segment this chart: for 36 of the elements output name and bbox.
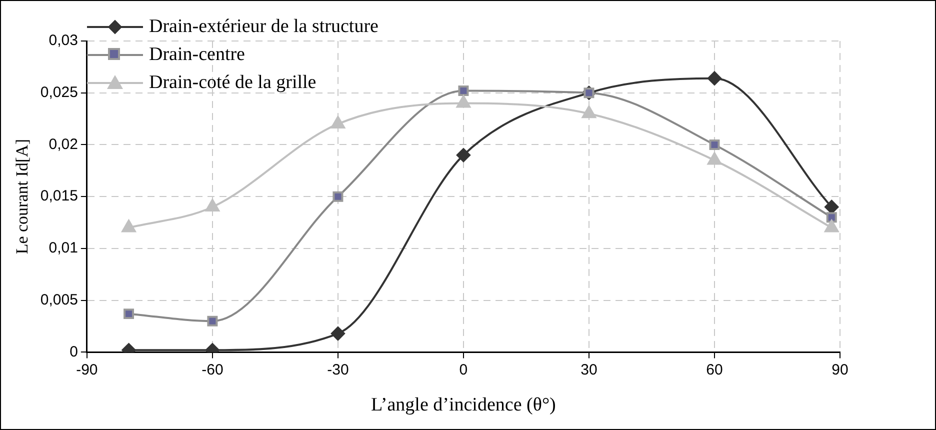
point [456,95,471,108]
x-tick-label: 60 [706,361,723,378]
y-tick-label: 0 [70,343,78,360]
y-tick-label: 0,01 [48,240,78,257]
x-tick-label: 90 [832,361,848,378]
point [707,152,722,165]
y-tick-label: 0,015 [40,188,78,205]
y-tick-label: 0,02 [48,136,78,153]
point [122,220,136,232]
y-axis-title: Le courant Id[A] [12,139,32,254]
y-tick-label: 0,025 [40,84,78,102]
x-axis-title: L’angle d’incidence (θ°) [371,394,556,416]
point [330,326,345,341]
point [582,106,596,118]
legend-label: Drain-coté de la grille [149,72,316,94]
point [458,86,469,96]
point [826,212,837,223]
legend-label: Drain-centre [149,44,245,66]
x-tick-label: 0 [459,361,468,378]
x-tick-label: 30 [580,361,598,378]
point [707,71,722,86]
point [824,200,839,214]
point [824,220,839,232]
point [124,308,134,320]
point [456,148,470,162]
point [330,116,346,128]
x-tick-label: -60 [202,361,224,378]
y-tick-label: 0,005 [40,291,78,308]
point [205,198,220,212]
point [207,316,218,326]
x-tick-label: -90 [76,361,98,378]
point [332,191,344,202]
x-tick-label: -30 [327,361,349,378]
y-tick-label: 0,03 [48,32,78,50]
legend-label: Drain-extérieur de la structure [149,16,378,38]
point [709,139,720,150]
